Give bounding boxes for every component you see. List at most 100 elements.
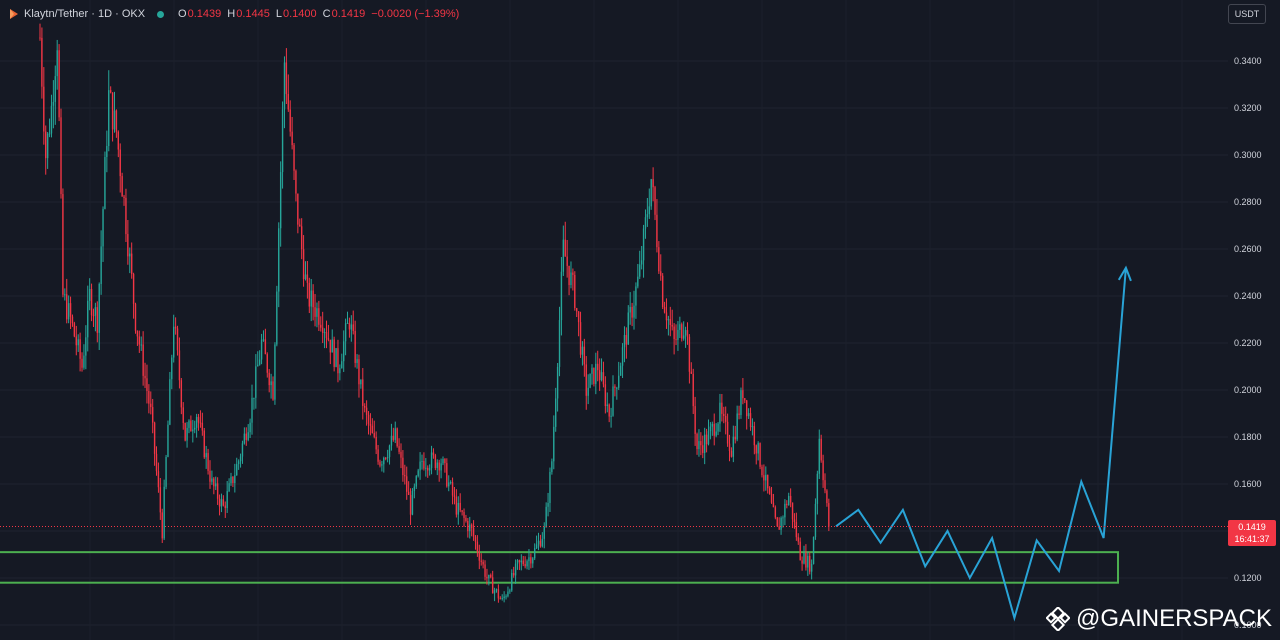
- candle-body: [604, 384, 607, 406]
- candle-body: [656, 214, 658, 248]
- symbol-legend: Klaytn/Tether · 1D · OKX O 0.1439 H 0.14…: [8, 6, 465, 22]
- klaytn-logo-icon: [10, 9, 18, 19]
- candle-body: [75, 336, 77, 346]
- candle-body: [568, 265, 570, 286]
- candle-body: [245, 433, 247, 440]
- candle-body: [104, 157, 106, 209]
- candle-body: [201, 422, 204, 431]
- candle-body: [283, 62, 286, 110]
- candle-body: [749, 413, 752, 427]
- candle-body: [581, 346, 584, 355]
- candle-body: [71, 316, 74, 324]
- candle-body: [553, 426, 555, 462]
- candle-body: [707, 431, 710, 445]
- candle-body: [558, 320, 561, 367]
- author-watermark: @GAINERSPACK: [1046, 604, 1272, 634]
- candle-body: [491, 577, 494, 594]
- y-tick-label: 0.2200: [1234, 338, 1262, 348]
- candle-body: [738, 413, 740, 416]
- candle-body: [335, 348, 337, 367]
- candle-body: [312, 290, 314, 308]
- candle-body: [362, 379, 364, 406]
- candle-body: [367, 414, 370, 424]
- candle-body: [528, 557, 530, 562]
- candle-body: [681, 324, 683, 339]
- candle-body: [320, 324, 322, 328]
- candle-body: [278, 228, 280, 292]
- candle-body: [247, 432, 249, 440]
- currency-button[interactable]: USDT: [1228, 4, 1266, 24]
- candle-body: [62, 194, 64, 295]
- candle-body: [570, 272, 572, 286]
- candle-body: [467, 521, 469, 532]
- candle-body: [579, 322, 582, 355]
- ohlc-high-key: H: [227, 8, 236, 20]
- y-tick-label: 0.3000: [1234, 150, 1262, 160]
- candle-body: [341, 361, 343, 369]
- candle-body: [688, 336, 691, 372]
- candle-body: [109, 90, 112, 93]
- candle-body: [409, 494, 412, 515]
- candle-body: [694, 406, 696, 434]
- candle-body: [255, 366, 257, 398]
- candle-body: [765, 474, 767, 481]
- candle-body: [276, 291, 278, 345]
- candle-body: [260, 339, 263, 360]
- candle-body: [216, 483, 219, 499]
- candle-body: [291, 131, 293, 146]
- candle-body: [194, 427, 196, 430]
- candle-body: [151, 407, 154, 423]
- candle-body: [509, 590, 511, 592]
- candle-body: [337, 348, 339, 374]
- candles-layer: [39, 23, 830, 603]
- candle-body: [654, 187, 656, 215]
- candle-body: [658, 247, 660, 272]
- candle-body: [132, 274, 135, 304]
- candle-body: [591, 367, 593, 374]
- candle-body: [243, 433, 246, 444]
- candle-body: [146, 378, 148, 391]
- candle-body: [700, 441, 702, 446]
- candle-body: [373, 433, 375, 437]
- candle-body: [329, 339, 332, 353]
- candle-body: [108, 90, 110, 147]
- candle-body: [83, 355, 85, 368]
- candle-body: [623, 334, 626, 348]
- candle-body: [222, 499, 225, 506]
- candle-body: [226, 491, 228, 509]
- candle-body: [788, 495, 790, 506]
- candle-body: [421, 461, 423, 463]
- candle-body: [270, 381, 272, 386]
- candle-body: [119, 149, 121, 177]
- candle-body: [744, 398, 746, 401]
- candle-body: [723, 413, 725, 417]
- symbol-label[interactable]: Klaytn/Tether · 1D · OKX: [24, 8, 146, 20]
- candle-body: [213, 478, 215, 487]
- candle-body: [199, 422, 202, 424]
- ohlc-open-key: O: [178, 8, 187, 20]
- candle-body: [637, 276, 639, 287]
- candle-body: [239, 456, 242, 462]
- candle-body: [127, 234, 129, 257]
- candle-body: [123, 196, 125, 198]
- candle-body: [709, 426, 712, 432]
- last-price-value: 0.1419: [1238, 522, 1266, 532]
- candle-body: [702, 445, 704, 453]
- candle-body: [115, 110, 118, 132]
- candle-body: [747, 413, 750, 417]
- candle-body: [770, 493, 773, 503]
- candle-body: [814, 503, 817, 538]
- candle-body: [478, 551, 480, 561]
- candle-body: [667, 319, 670, 321]
- candle-body: [344, 323, 347, 342]
- y-tick-label: 0.1600: [1234, 479, 1262, 489]
- y-tick-label: 0.2400: [1234, 291, 1262, 301]
- candle-body: [803, 552, 805, 564]
- watermark-text: @GAINERSPACK: [1076, 605, 1272, 632]
- candle-body: [511, 573, 513, 591]
- candle-body: [589, 373, 591, 388]
- ohlc-close-value: 0.1419: [331, 8, 366, 20]
- chart-grid: [0, 60, 1228, 626]
